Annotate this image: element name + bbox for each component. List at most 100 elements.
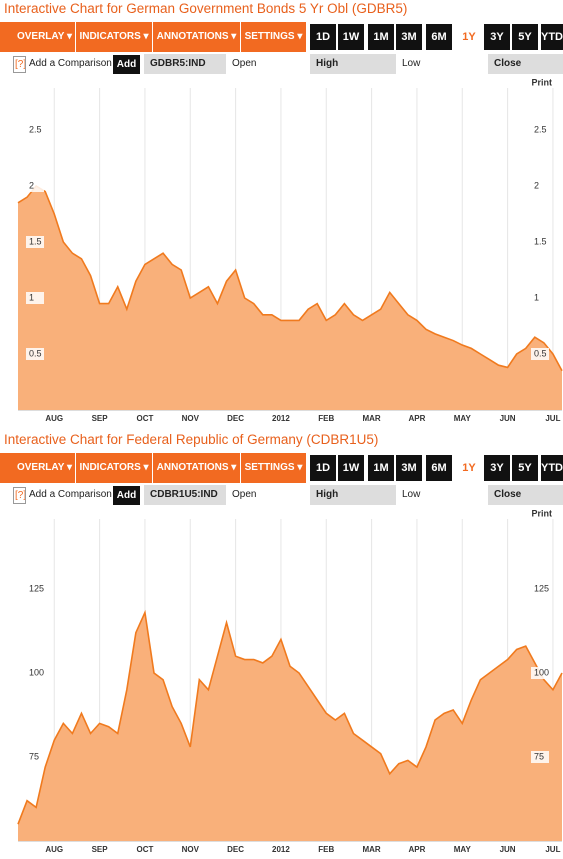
- tick-box: [26, 751, 44, 763]
- tick-box: [26, 180, 44, 192]
- tick-box: [26, 236, 44, 248]
- range-button[interactable]: 1Y: [456, 24, 482, 50]
- tick-box: [531, 292, 549, 304]
- compare-label[interactable]: Add a Comparison: [29, 58, 112, 69]
- range-button[interactable]: 3M: [396, 455, 422, 481]
- ticker: GDBR5:IND: [144, 54, 226, 74]
- field: Low: [402, 58, 421, 69]
- panel-title: Interactive Chart for Federal Republic o…: [4, 432, 379, 447]
- x-tick-label: NOV: [182, 414, 200, 423]
- y-tick-label: 125: [29, 583, 44, 593]
- range-button[interactable]: 6M: [426, 455, 452, 481]
- y-tick-label: 0.5: [29, 348, 42, 358]
- y-tick-label-right: 2: [534, 180, 539, 190]
- x-tick-label: JUN: [500, 414, 516, 423]
- x-tick-label: FEB: [318, 414, 334, 423]
- x-tick-label: OCT: [136, 845, 153, 854]
- y-tick-label: 75: [29, 751, 39, 761]
- panel-title: Interactive Chart for German Government …: [4, 1, 408, 16]
- range-button[interactable]: 3Y: [484, 24, 510, 50]
- y-tick-label-right: 2.5: [534, 124, 547, 134]
- y-tick-label-right: 100: [534, 667, 549, 677]
- x-tick-label: 2012: [272, 414, 290, 423]
- y-tick-label: 1.5: [29, 236, 42, 246]
- x-tick-label: AUG: [45, 845, 63, 854]
- tick-box: [531, 180, 549, 192]
- x-tick-label: DEC: [227, 414, 244, 423]
- print-link: Print: [531, 77, 552, 87]
- range-button[interactable]: 1M: [368, 455, 394, 481]
- compare-label[interactable]: Add a Comparison: [29, 489, 112, 500]
- x-tick-label: MAR: [362, 845, 380, 854]
- range-button[interactable]: YTD: [541, 24, 563, 50]
- y-tick-label-right: 125: [534, 583, 549, 593]
- menu-button[interactable]: SETTINGS ▾: [241, 453, 307, 483]
- x-tick-label: JUL: [545, 414, 560, 423]
- menu-button[interactable]: ANNOTATIONS ▾: [153, 22, 241, 52]
- x-tick-label: OCT: [136, 414, 153, 423]
- tick-box: [531, 236, 549, 248]
- add-button[interactable]: Add: [113, 486, 140, 505]
- x-tick-label: DEC: [227, 845, 244, 854]
- tick-box: [531, 348, 549, 360]
- menu-button[interactable]: ANNOTATIONS ▾: [153, 453, 241, 483]
- area: [18, 612, 562, 841]
- tick-box: [531, 667, 549, 679]
- menu-button[interactable]: OVERLAY ▾: [14, 453, 76, 483]
- ticker: CDBR1U5:IND: [144, 485, 226, 505]
- field: High: [310, 54, 396, 74]
- range-button[interactable]: 1Y: [456, 455, 482, 481]
- x-tick-label: SEP: [92, 414, 109, 423]
- help-icon[interactable]: [?]: [13, 487, 26, 504]
- range-button[interactable]: 5Y: [512, 455, 538, 481]
- tick-box: [26, 667, 44, 679]
- range-button[interactable]: 3Y: [484, 455, 510, 481]
- x-tick-label: 2012: [272, 845, 290, 854]
- print-link: Print: [531, 508, 552, 518]
- range-button[interactable]: 5Y: [512, 24, 538, 50]
- menu-button[interactable]: OVERLAY ▾: [14, 22, 76, 52]
- area: [18, 186, 562, 410]
- tick-box: [26, 583, 44, 595]
- x-tick-label: MAR: [362, 414, 380, 423]
- range-button[interactable]: 1D: [310, 455, 336, 481]
- range-button[interactable]: 1W: [338, 24, 364, 50]
- field: Close: [488, 54, 563, 74]
- field: Open: [232, 489, 257, 500]
- y-tick-label-right: 1.5: [534, 236, 547, 246]
- range-button[interactable]: 6M: [426, 24, 452, 50]
- field: Low: [402, 489, 421, 500]
- menu-button[interactable]: INDICATORS ▾: [76, 453, 153, 483]
- range-button[interactable]: YTD: [541, 455, 563, 481]
- add-button[interactable]: Add: [113, 55, 140, 74]
- y-tick-label: 1: [29, 292, 34, 302]
- x-tick-label: APR: [408, 414, 425, 423]
- range-button[interactable]: 1W: [338, 455, 364, 481]
- x-tick-label: MAY: [454, 845, 472, 854]
- range-button[interactable]: 1D: [310, 24, 336, 50]
- tick-box: [531, 583, 549, 595]
- y-tick-label: 100: [29, 667, 44, 677]
- tick-box: [531, 124, 549, 136]
- line: [17, 609, 563, 825]
- range-button[interactable]: 1M: [368, 24, 394, 50]
- x-tick-label: MAY: [454, 414, 472, 423]
- x-tick-label: APR: [408, 845, 425, 854]
- field: Close: [488, 485, 563, 505]
- y-tick-label-right: 75: [534, 751, 544, 761]
- menu-button[interactable]: INDICATORS ▾: [76, 22, 153, 52]
- tick-box: [26, 292, 44, 304]
- x-tick-label: FEB: [318, 845, 334, 854]
- y-tick-label: 2.5: [29, 124, 42, 134]
- line: [17, 184, 563, 372]
- x-tick-label: NOV: [182, 845, 200, 854]
- range-button[interactable]: 3M: [396, 24, 422, 50]
- y-tick-label: 2: [29, 180, 34, 190]
- field: High: [310, 485, 396, 505]
- help-icon[interactable]: [?]: [13, 56, 26, 73]
- toolbar: [0, 453, 307, 483]
- menu-button[interactable]: SETTINGS ▾: [241, 22, 307, 52]
- x-tick-label: AUG: [45, 414, 63, 423]
